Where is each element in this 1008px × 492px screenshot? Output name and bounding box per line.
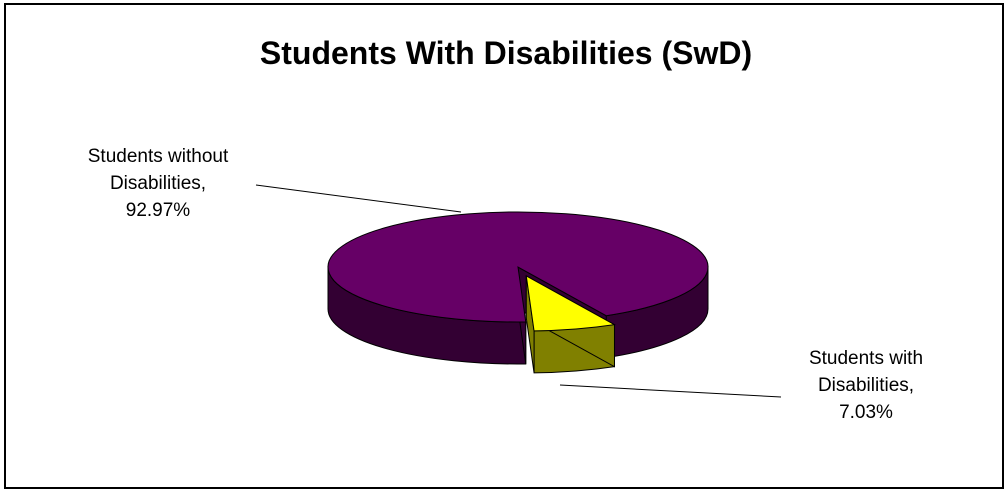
data-label-students-without-disabilities: Students without Disabilities, 92.97%	[48, 143, 268, 224]
data-label-students-with-disabilities: Students with Disabilities, 7.03%	[756, 345, 976, 426]
pie-slice-students-without-disabilities	[328, 212, 708, 322]
leader-line-students-with-disabilities	[560, 385, 781, 397]
chart-frame: Students With Disabilities (SwD) Student…	[4, 3, 1004, 489]
leader-line-students-without-disabilities	[256, 185, 461, 212]
pie-slices	[328, 212, 708, 373]
